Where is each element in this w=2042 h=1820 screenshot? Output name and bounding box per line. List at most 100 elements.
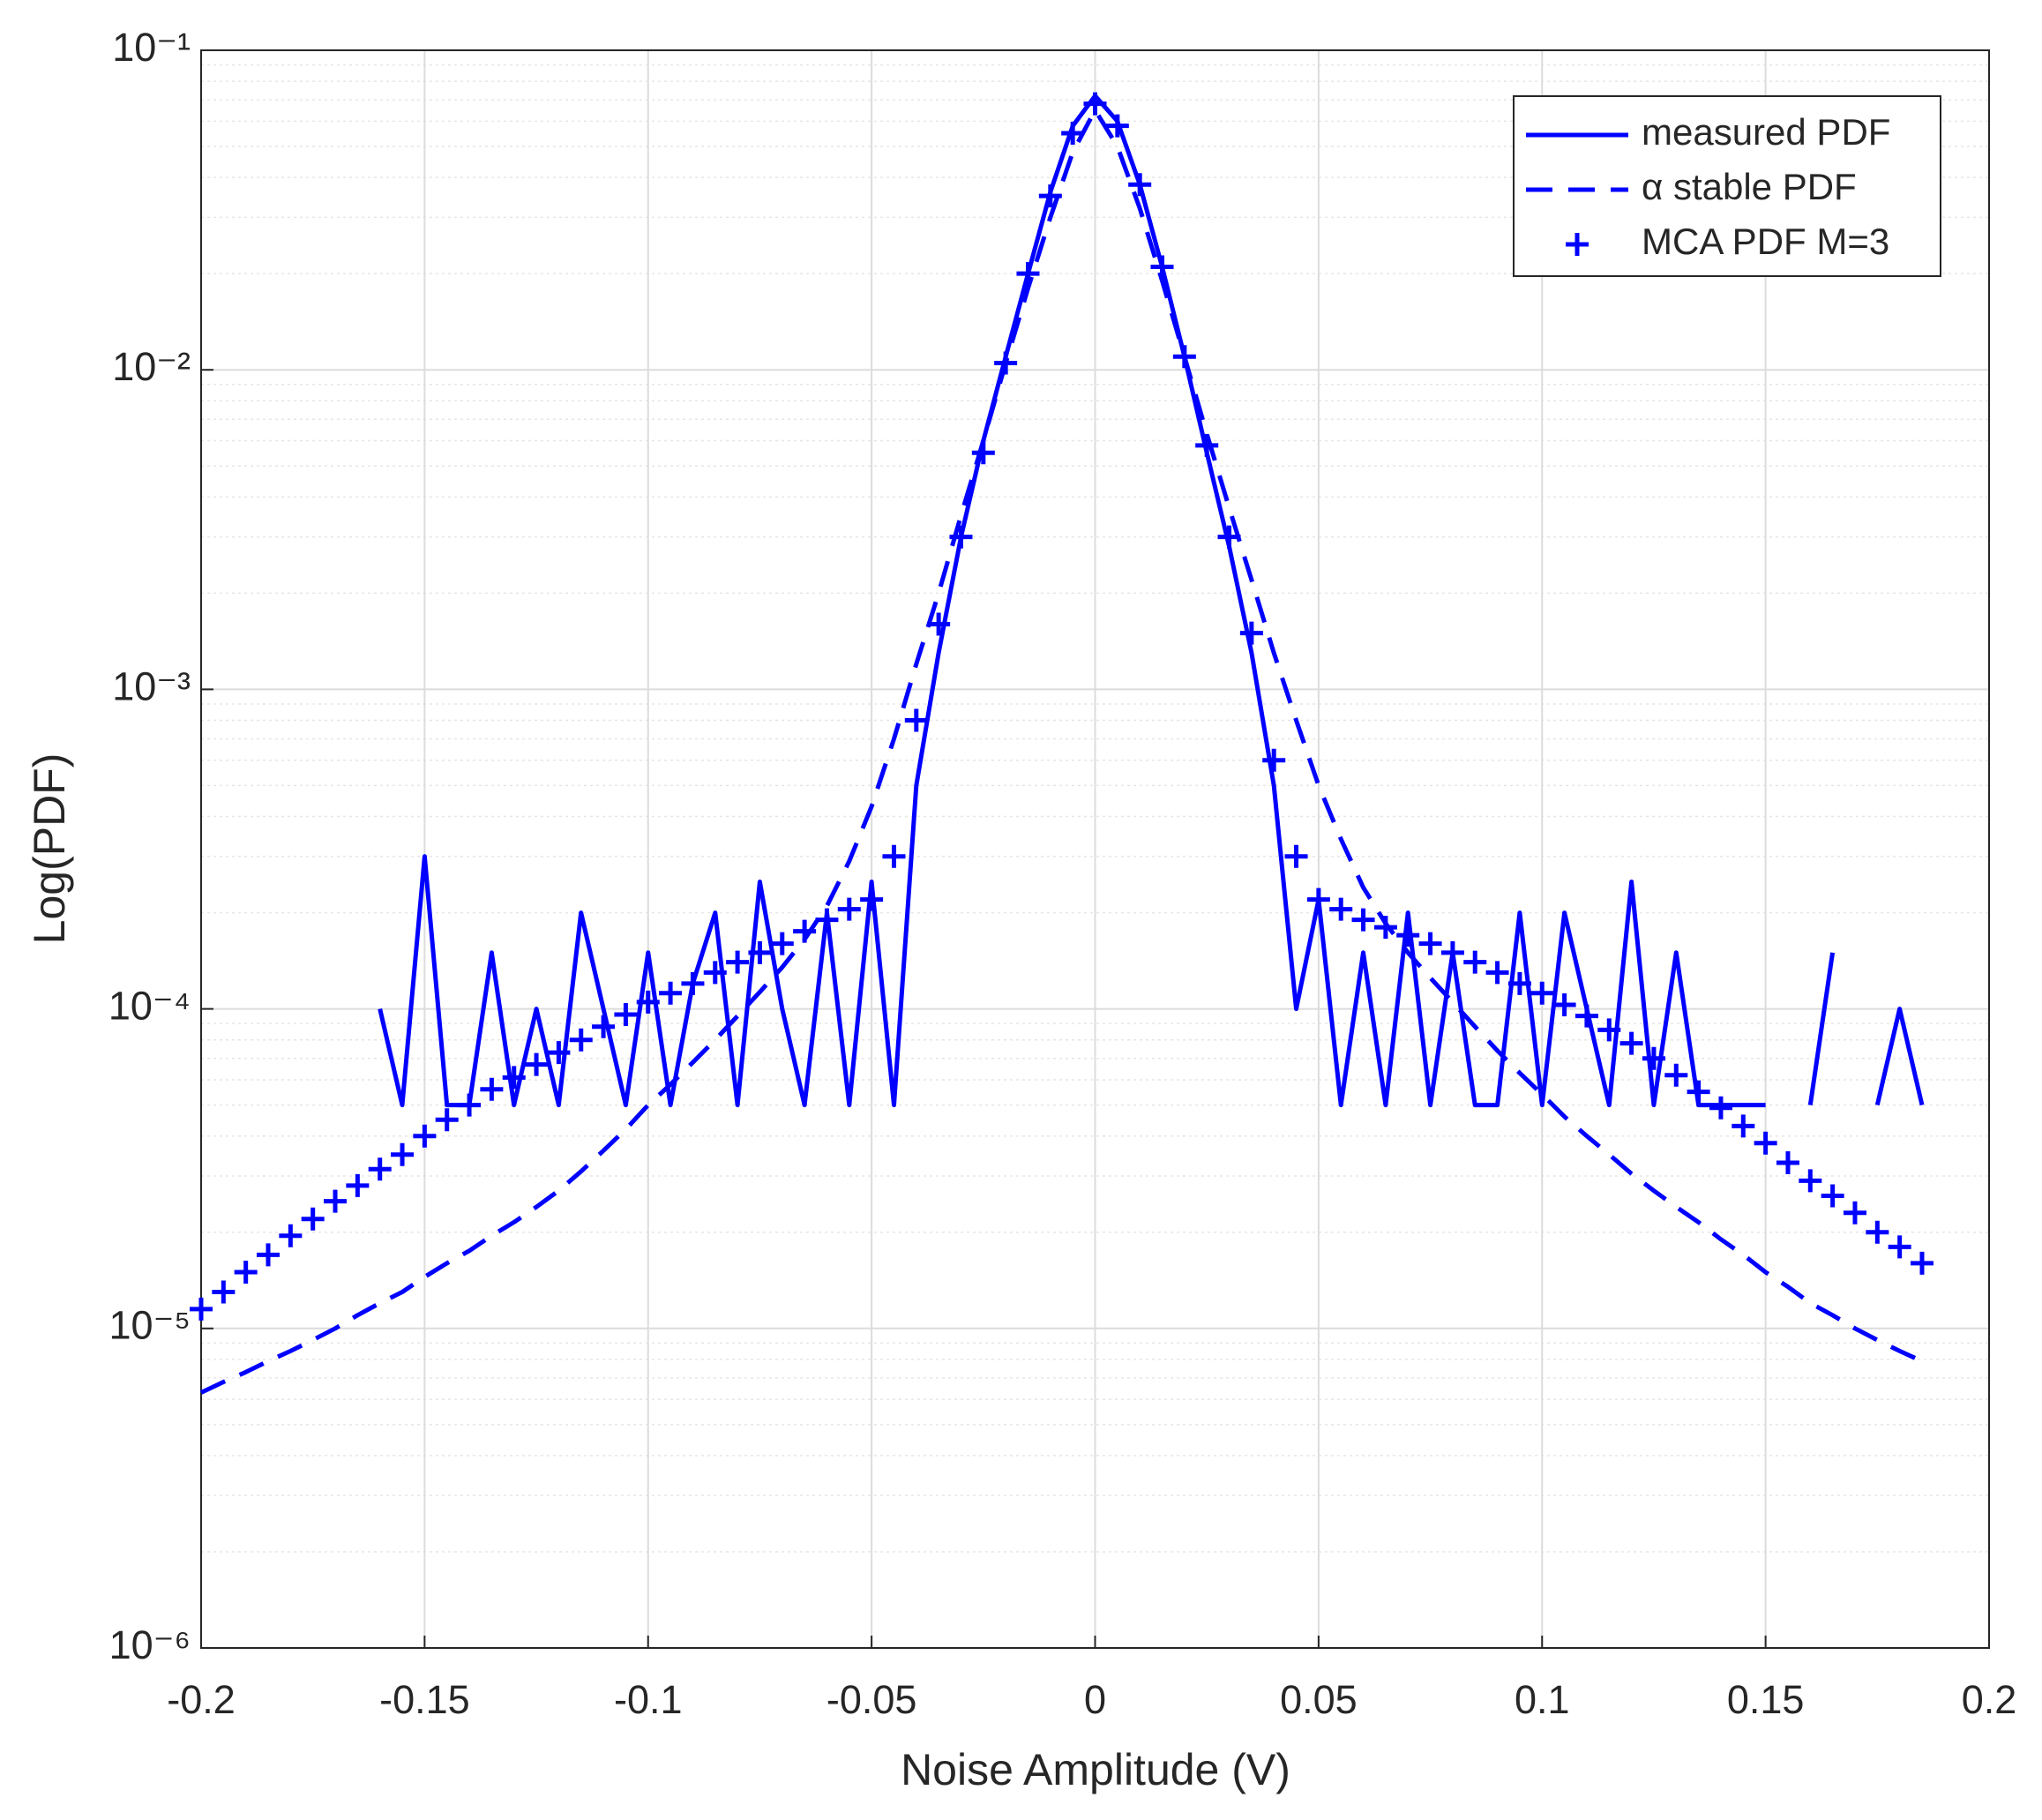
marker xyxy=(391,1142,415,1166)
marker xyxy=(636,990,660,1014)
x-tick-label: 0.1 xyxy=(1515,1677,1570,1722)
marker xyxy=(1709,1096,1732,1120)
marker xyxy=(525,1052,549,1076)
marker xyxy=(681,971,705,995)
y-tick-label: 10⁻¹ xyxy=(112,25,191,70)
marker xyxy=(1843,1201,1866,1225)
marker xyxy=(1016,262,1040,286)
marker xyxy=(659,981,683,1005)
marker xyxy=(949,525,973,549)
legend-label: MCA PDF M=3 xyxy=(1642,221,1889,262)
x-tick-label: -0.05 xyxy=(827,1677,917,1722)
marker xyxy=(592,1015,616,1038)
marker xyxy=(480,1077,504,1101)
marker xyxy=(1061,122,1085,146)
marker xyxy=(212,1280,236,1304)
marker xyxy=(1440,940,1464,964)
marker xyxy=(994,351,1018,375)
marker xyxy=(346,1173,370,1197)
legend-marker xyxy=(1566,233,1589,256)
marker xyxy=(1552,992,1576,1016)
marker xyxy=(1754,1131,1777,1155)
marker xyxy=(301,1207,325,1231)
marker xyxy=(1687,1080,1710,1104)
marker xyxy=(703,961,727,985)
x-tick-label: 0 xyxy=(1084,1677,1106,1722)
marker xyxy=(368,1157,392,1181)
x-tick-label: -0.2 xyxy=(167,1677,236,1722)
marker xyxy=(1575,1004,1598,1028)
marker xyxy=(860,888,884,911)
y-tick-label: 10⁻² xyxy=(112,344,191,389)
marker xyxy=(1664,1063,1688,1087)
marker xyxy=(413,1124,437,1148)
marker xyxy=(1463,950,1487,974)
marker xyxy=(1239,621,1263,645)
marker xyxy=(1083,92,1107,116)
marker xyxy=(1396,924,1420,947)
marker xyxy=(458,1093,482,1117)
marker xyxy=(927,612,951,636)
marker xyxy=(1373,916,1397,940)
marker xyxy=(435,1108,459,1132)
legend-label: measured PDF xyxy=(1642,111,1890,153)
marker xyxy=(1128,173,1152,197)
marker xyxy=(971,441,995,465)
marker xyxy=(1195,433,1219,457)
marker xyxy=(502,1066,526,1090)
marker xyxy=(234,1261,258,1284)
y-axis-label: Log(PDF) xyxy=(25,753,74,945)
y-tick-label: 10⁻⁶ xyxy=(109,1622,191,1667)
marker xyxy=(1329,897,1353,921)
marker xyxy=(324,1189,348,1213)
marker xyxy=(1217,525,1241,549)
x-tick-label: -0.15 xyxy=(379,1677,470,1722)
marker xyxy=(1530,981,1554,1005)
marker xyxy=(882,844,906,868)
marker xyxy=(815,908,839,932)
marker xyxy=(748,940,772,964)
marker xyxy=(770,932,794,955)
marker xyxy=(1732,1114,1755,1138)
legend-label: α stable PDF xyxy=(1642,166,1857,207)
marker xyxy=(1418,932,1442,955)
marker xyxy=(1888,1235,1911,1259)
marker xyxy=(726,950,750,974)
plot-frame xyxy=(200,49,1990,1649)
marker xyxy=(1485,961,1509,985)
x-tick-label: -0.1 xyxy=(614,1677,683,1722)
y-tick-label: 10⁻⁵ xyxy=(109,1303,191,1348)
x-tick-label: 0.05 xyxy=(1280,1677,1358,1722)
y-tick-label: 10⁻³ xyxy=(112,663,191,708)
marker xyxy=(1038,184,1062,208)
marker xyxy=(279,1224,303,1247)
marker xyxy=(1172,345,1196,369)
marker xyxy=(190,1297,213,1321)
marker xyxy=(1306,888,1330,911)
y-tick-label: 10⁻⁴ xyxy=(108,983,191,1028)
marker xyxy=(1284,844,1308,868)
x-tick-label: 0.2 xyxy=(1962,1677,2017,1722)
marker xyxy=(837,897,861,921)
marker xyxy=(904,708,928,732)
marker xyxy=(1866,1220,1889,1244)
marker xyxy=(1776,1150,1799,1174)
marker xyxy=(1507,971,1531,995)
marker xyxy=(257,1243,280,1267)
marker xyxy=(1799,1169,1822,1193)
x-axis-label: Noise Amplitude (V) xyxy=(901,1745,1290,1794)
marker xyxy=(1642,1046,1665,1070)
marker xyxy=(1262,748,1286,772)
marker xyxy=(614,1003,638,1027)
marker xyxy=(569,1028,593,1052)
marker xyxy=(793,919,817,943)
marker xyxy=(1105,114,1129,138)
marker xyxy=(1821,1184,1844,1208)
marker xyxy=(1619,1031,1643,1055)
marker xyxy=(1150,255,1174,279)
marker xyxy=(1910,1251,1934,1275)
marker xyxy=(547,1041,571,1065)
x-tick-label: 0.15 xyxy=(1727,1677,1805,1722)
marker xyxy=(1597,1018,1621,1042)
